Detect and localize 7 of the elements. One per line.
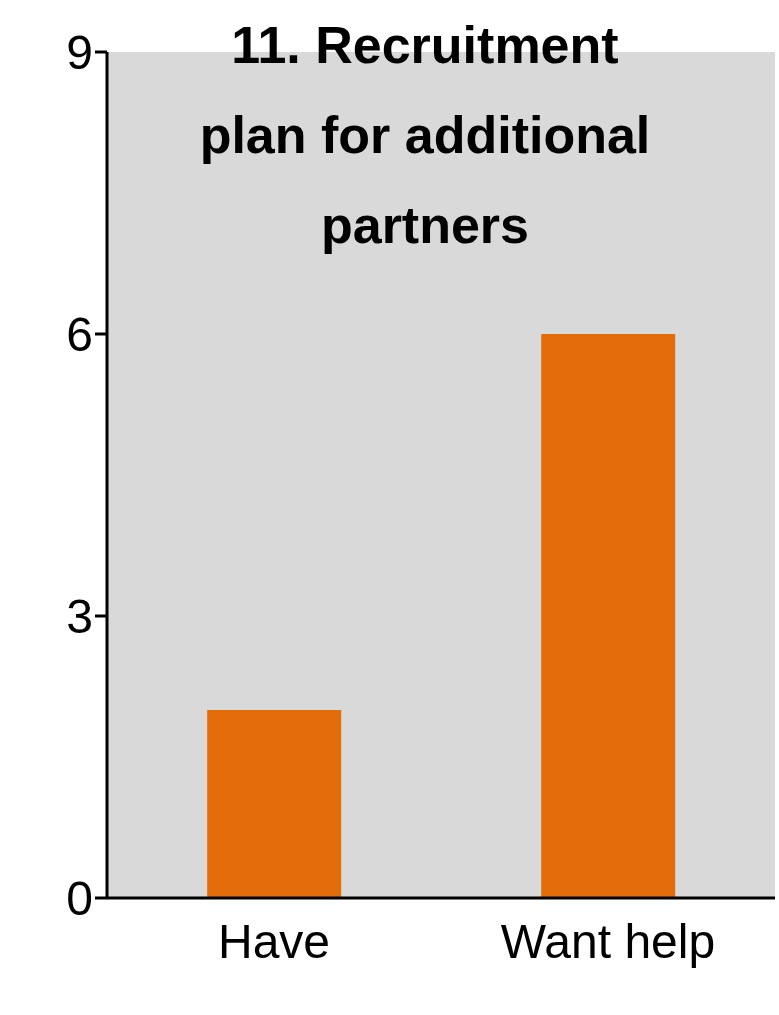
y-tick-label: 9 [66, 26, 93, 80]
y-tick-label: 3 [66, 590, 93, 644]
y-tick-label: 0 [66, 872, 93, 926]
y-tick-label: 6 [66, 308, 93, 362]
x-tick-label: Want help [500, 915, 716, 969]
x-tick-label: Have [217, 915, 331, 969]
text: 11. Recruitment plan for additional partners [198, 15, 652, 256]
